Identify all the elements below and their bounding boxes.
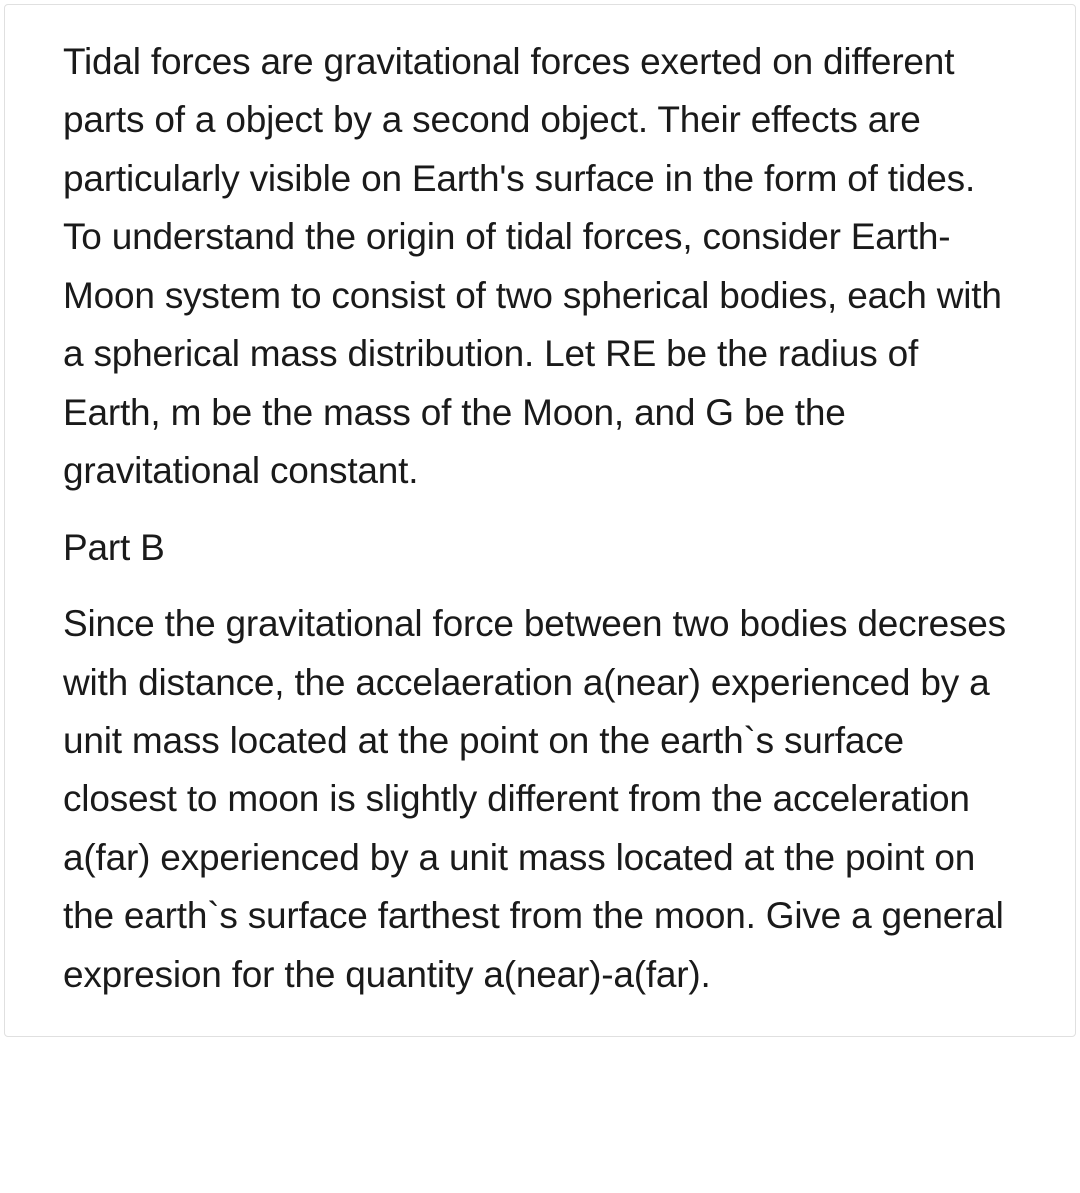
question-card: Tidal forces are gravitational forces ex… — [4, 4, 1076, 1037]
body-text: Since the gravitational force between tw… — [63, 595, 1017, 1004]
part-heading: Part B — [63, 519, 1017, 577]
intro-text: Tidal forces are gravitational forces ex… — [63, 33, 1017, 501]
